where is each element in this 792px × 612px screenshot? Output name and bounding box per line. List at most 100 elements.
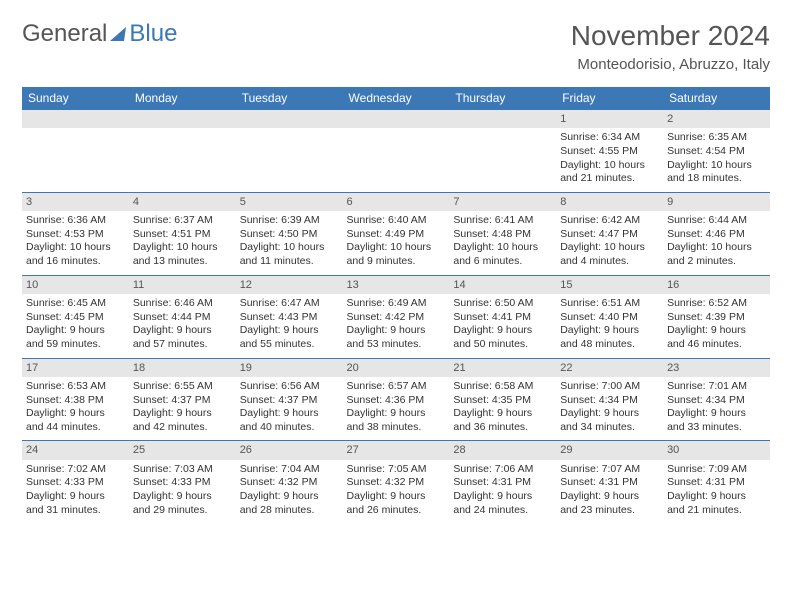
calendar-week-row: 3Sunrise: 6:36 AMSunset: 4:53 PMDaylight…: [22, 192, 770, 275]
day-number: 22: [556, 358, 663, 377]
daylight2-text: and 4 minutes.: [560, 255, 659, 269]
logo-text-2: Blue: [129, 20, 177, 48]
sunrise-text: Sunrise: 6:56 AM: [240, 380, 339, 394]
month-title: November 2024: [571, 20, 770, 52]
daylight1-text: Daylight: 9 hours: [347, 407, 446, 421]
day-number: 8: [556, 192, 663, 211]
daylight1-text: Daylight: 10 hours: [453, 241, 552, 255]
daylight1-text: Daylight: 9 hours: [453, 324, 552, 338]
day-number: 12: [236, 275, 343, 294]
calendar-cell: 8Sunrise: 6:42 AMSunset: 4:47 PMDaylight…: [556, 192, 663, 275]
sunset-text: Sunset: 4:37 PM: [133, 394, 232, 408]
daylight1-text: Daylight: 9 hours: [240, 407, 339, 421]
daylight2-text: and 36 minutes.: [453, 421, 552, 435]
day-number: 15: [556, 275, 663, 294]
sunset-text: Sunset: 4:49 PM: [347, 228, 446, 242]
daylight1-text: Daylight: 10 hours: [133, 241, 232, 255]
sunset-text: Sunset: 4:42 PM: [347, 311, 446, 325]
empty-day-bar: [449, 109, 556, 128]
daylight1-text: Daylight: 9 hours: [667, 324, 766, 338]
sunset-text: Sunset: 4:55 PM: [560, 145, 659, 159]
calendar-cell: 15Sunrise: 6:51 AMSunset: 4:40 PMDayligh…: [556, 275, 663, 358]
page-header: General Blue November 2024 Monteodorisio…: [22, 20, 770, 73]
daylight2-text: and 53 minutes.: [347, 338, 446, 352]
empty-day-bar: [22, 109, 129, 128]
weekday-row: Sunday Monday Tuesday Wednesday Thursday…: [22, 87, 770, 109]
calendar-week-row: 1Sunrise: 6:34 AMSunset: 4:55 PMDaylight…: [22, 109, 770, 192]
sunset-text: Sunset: 4:45 PM: [26, 311, 125, 325]
sunrise-text: Sunrise: 6:41 AM: [453, 214, 552, 228]
sunrise-text: Sunrise: 6:58 AM: [453, 380, 552, 394]
day-number: 11: [129, 275, 236, 294]
day-number: 23: [663, 358, 770, 377]
daylight2-text: and 18 minutes.: [667, 172, 766, 186]
daylight2-text: and 29 minutes.: [133, 504, 232, 518]
day-number: 5: [236, 192, 343, 211]
day-number: 20: [343, 358, 450, 377]
calendar-table: Sunday Monday Tuesday Wednesday Thursday…: [22, 87, 770, 523]
calendar-week-row: 17Sunrise: 6:53 AMSunset: 4:38 PMDayligh…: [22, 358, 770, 441]
calendar-cell: 2Sunrise: 6:35 AMSunset: 4:54 PMDaylight…: [663, 109, 770, 192]
daylight2-text: and 34 minutes.: [560, 421, 659, 435]
sunset-text: Sunset: 4:50 PM: [240, 228, 339, 242]
daylight1-text: Daylight: 9 hours: [560, 324, 659, 338]
location-text: Monteodorisio, Abruzzo, Italy: [571, 56, 770, 73]
sunset-text: Sunset: 4:34 PM: [667, 394, 766, 408]
daylight2-text: and 2 minutes.: [667, 255, 766, 269]
daylight1-text: Daylight: 9 hours: [240, 490, 339, 504]
daylight2-text: and 16 minutes.: [26, 255, 125, 269]
sunset-text: Sunset: 4:46 PM: [667, 228, 766, 242]
calendar-cell: 22Sunrise: 7:00 AMSunset: 4:34 PMDayligh…: [556, 358, 663, 441]
daylight1-text: Daylight: 10 hours: [560, 159, 659, 173]
calendar-cell: [236, 109, 343, 192]
sunrise-text: Sunrise: 7:04 AM: [240, 463, 339, 477]
sunset-text: Sunset: 4:41 PM: [453, 311, 552, 325]
calendar-cell: 6Sunrise: 6:40 AMSunset: 4:49 PMDaylight…: [343, 192, 450, 275]
sunrise-text: Sunrise: 6:55 AM: [133, 380, 232, 394]
calendar-cell: 17Sunrise: 6:53 AMSunset: 4:38 PMDayligh…: [22, 358, 129, 441]
daylight1-text: Daylight: 9 hours: [347, 324, 446, 338]
sunset-text: Sunset: 4:31 PM: [453, 476, 552, 490]
logo-sail-icon: [110, 27, 126, 41]
daylight1-text: Daylight: 10 hours: [667, 241, 766, 255]
daylight2-text: and 38 minutes.: [347, 421, 446, 435]
daylight2-text: and 28 minutes.: [240, 504, 339, 518]
daylight2-text: and 50 minutes.: [453, 338, 552, 352]
daylight1-text: Daylight: 10 hours: [240, 241, 339, 255]
weekday-header: Monday: [129, 87, 236, 109]
logo-text-1: General: [22, 20, 107, 48]
day-number: 10: [22, 275, 129, 294]
sunset-text: Sunset: 4:33 PM: [26, 476, 125, 490]
day-number: 19: [236, 358, 343, 377]
daylight2-text: and 13 minutes.: [133, 255, 232, 269]
sunrise-text: Sunrise: 6:47 AM: [240, 297, 339, 311]
daylight1-text: Daylight: 9 hours: [26, 490, 125, 504]
day-number: 14: [449, 275, 556, 294]
logo: General Blue: [22, 20, 177, 48]
daylight2-text: and 44 minutes.: [26, 421, 125, 435]
daylight1-text: Daylight: 9 hours: [560, 490, 659, 504]
sunset-text: Sunset: 4:34 PM: [560, 394, 659, 408]
sunrise-text: Sunrise: 6:49 AM: [347, 297, 446, 311]
daylight1-text: Daylight: 9 hours: [133, 324, 232, 338]
sunrise-text: Sunrise: 6:34 AM: [560, 131, 659, 145]
daylight2-text: and 42 minutes.: [133, 421, 232, 435]
empty-day-bar: [343, 109, 450, 128]
daylight1-text: Daylight: 10 hours: [667, 159, 766, 173]
sunset-text: Sunset: 4:47 PM: [560, 228, 659, 242]
sunrise-text: Sunrise: 7:00 AM: [560, 380, 659, 394]
sunset-text: Sunset: 4:33 PM: [133, 476, 232, 490]
daylight1-text: Daylight: 9 hours: [667, 490, 766, 504]
daylight2-text: and 31 minutes.: [26, 504, 125, 518]
daylight2-text: and 24 minutes.: [453, 504, 552, 518]
empty-day-bar: [129, 109, 236, 128]
daylight1-text: Daylight: 9 hours: [453, 407, 552, 421]
weekday-header: Friday: [556, 87, 663, 109]
calendar-cell: 1Sunrise: 6:34 AMSunset: 4:55 PMDaylight…: [556, 109, 663, 192]
sunset-text: Sunset: 4:48 PM: [453, 228, 552, 242]
calendar-cell: 7Sunrise: 6:41 AMSunset: 4:48 PMDaylight…: [449, 192, 556, 275]
daylight1-text: Daylight: 9 hours: [133, 407, 232, 421]
daylight2-text: and 9 minutes.: [347, 255, 446, 269]
day-number: 4: [129, 192, 236, 211]
weekday-header: Saturday: [663, 87, 770, 109]
